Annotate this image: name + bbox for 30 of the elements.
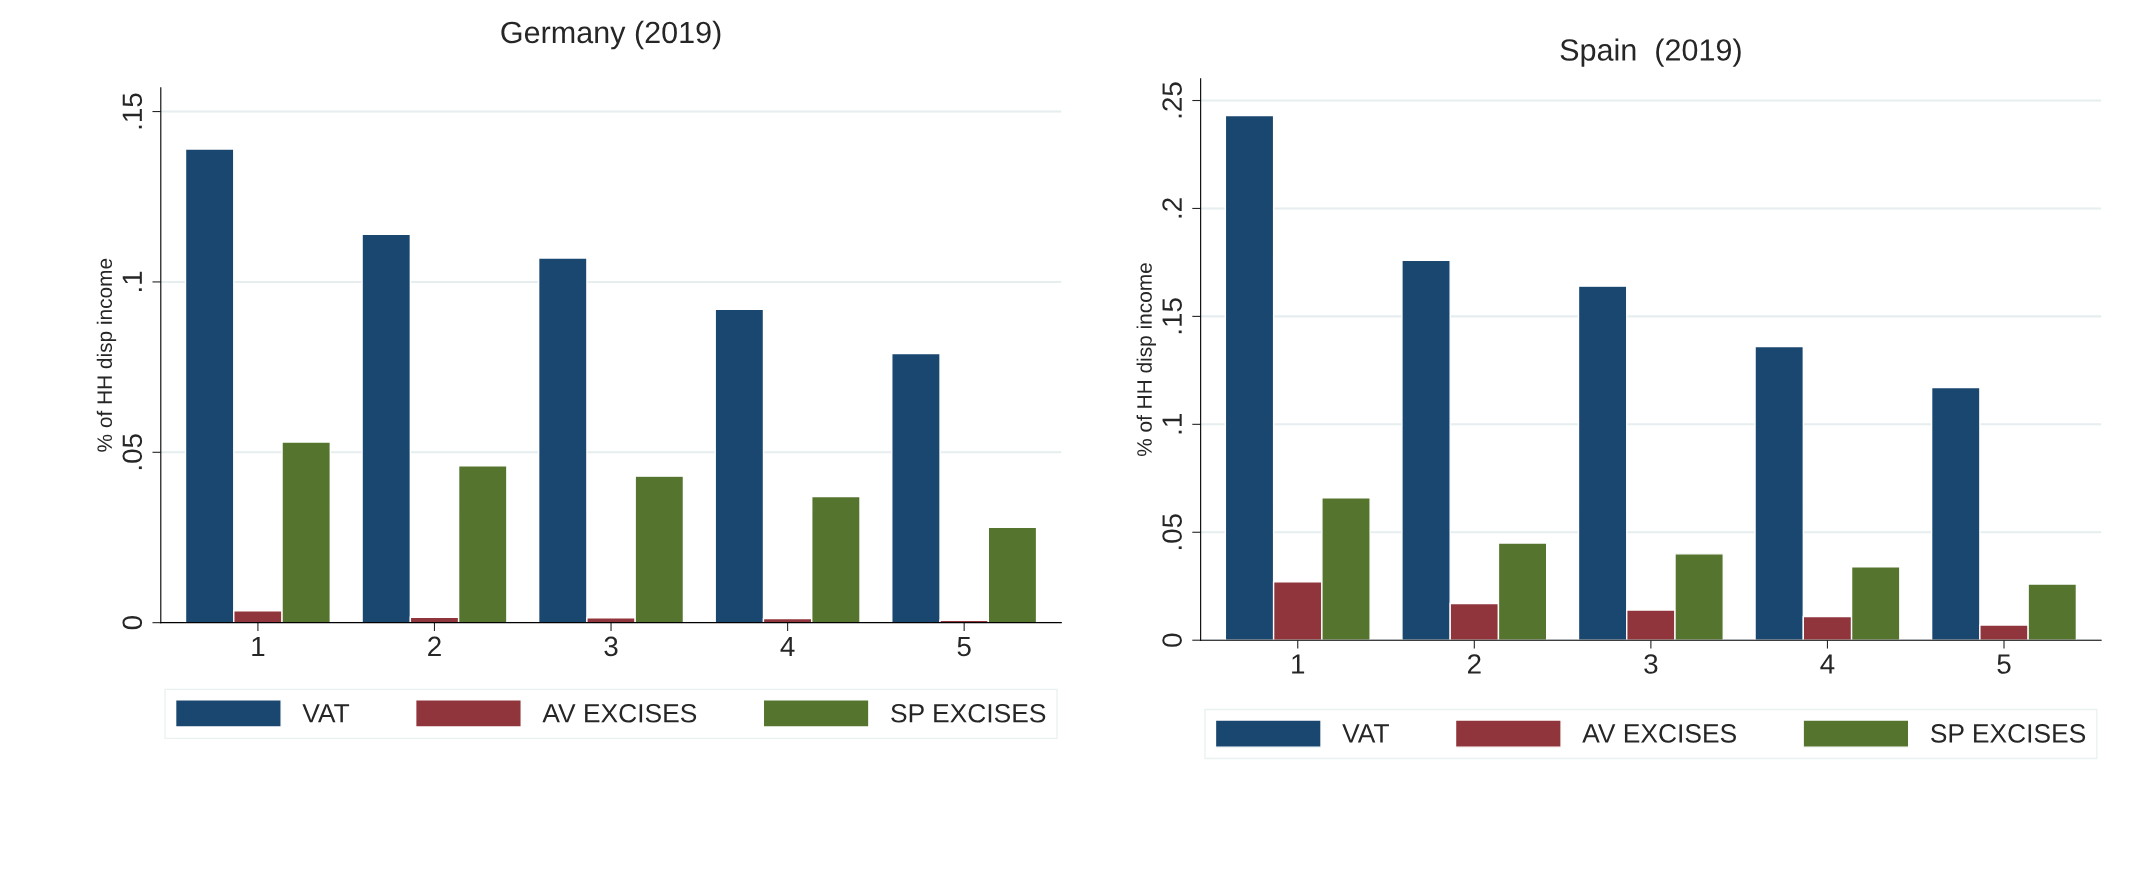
chart-title: Germany (2019) (501, 20, 721, 50)
y-tick-label: .1 (122, 271, 142, 291)
chart-title: Spain (2019) (1560, 38, 1741, 67)
y-tick-label: .15 (1162, 298, 1182, 334)
x-tick-label: 3 (1644, 654, 1658, 674)
legend-label: SP EXCISES (1931, 724, 2086, 743)
y-tick-label: .1 (1162, 414, 1182, 434)
x-tick-label: 5 (1997, 654, 2011, 674)
y-tick-label: .25 (1162, 82, 1182, 118)
legend-label: VAT (302, 704, 350, 723)
x-tick-label: 2 (1467, 654, 1481, 674)
x-tick-label: 1 (1292, 654, 1305, 674)
legend-label: SP EXCISES (891, 703, 1046, 723)
legend-label: AV EXCISES (542, 703, 697, 723)
x-tick-label: 2 (428, 636, 441, 656)
y-axis-title: % of HH disp income (1136, 263, 1156, 457)
y-tick-label: .15 (122, 93, 143, 129)
y-tick-label: .05 (1162, 514, 1182, 550)
y-tick-label: .2 (1162, 198, 1182, 218)
y-tick-label: 0 (1162, 633, 1182, 647)
x-tick-label: 4 (1820, 654, 1835, 674)
legend-label: AV EXCISES (1582, 724, 1736, 743)
x-tick-label: 3 (604, 636, 618, 657)
x-tick-label: 4 (780, 636, 795, 656)
x-tick-label: 1 (252, 636, 265, 656)
x-tick-label: 5 (957, 636, 971, 657)
y-axis-title: % of HH disp income (96, 258, 117, 452)
y-tick-label: 0 (122, 616, 143, 630)
legend-label: VAT (1342, 724, 1389, 743)
y-tick-label: .05 (122, 434, 143, 470)
